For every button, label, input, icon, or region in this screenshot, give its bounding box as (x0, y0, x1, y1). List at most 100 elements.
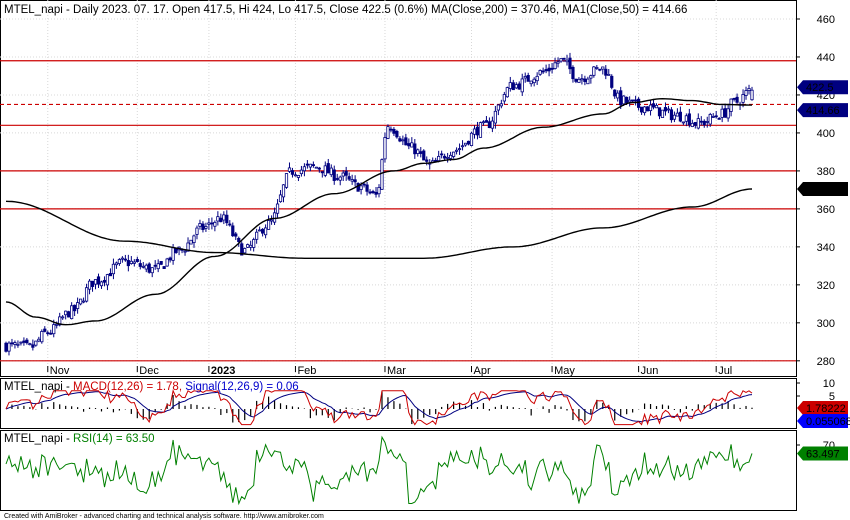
ma200-line (5, 188, 753, 259)
candle-body (52, 324, 56, 335)
candle-body (126, 260, 130, 267)
title-ma200: MA(Close,200) = 370.46, (431, 4, 562, 16)
candle-body (622, 95, 626, 105)
candle-body (102, 279, 107, 283)
candle-body (120, 257, 124, 260)
candle-body (240, 243, 244, 256)
candle-body (535, 75, 539, 82)
candle-body (213, 221, 217, 227)
candle-body (117, 259, 121, 264)
candle-body (425, 159, 429, 162)
candle-body (678, 111, 682, 122)
candle-body (562, 57, 566, 60)
candle-body (243, 248, 247, 254)
candle-body (61, 316, 65, 319)
candle-body (747, 88, 751, 91)
macd-badge-shape (797, 401, 848, 415)
candle-body (484, 120, 489, 123)
candle-body (225, 214, 229, 224)
ma50-line (5, 97, 752, 326)
candle-body (613, 89, 617, 97)
candle-body (505, 87, 509, 98)
candle-body (404, 137, 408, 146)
candle-body (90, 280, 95, 287)
candle-body (708, 113, 712, 125)
candle-body (183, 250, 187, 253)
x-tick-label: 2023 (211, 365, 235, 377)
candle-body (231, 225, 235, 237)
candle-body (284, 173, 289, 188)
candle-body (192, 235, 196, 243)
candle-body (496, 104, 500, 111)
candle-body (401, 139, 405, 142)
candle-body (105, 274, 110, 286)
candle-body (302, 166, 307, 172)
candle-body (195, 227, 199, 235)
candle-body (335, 178, 339, 180)
candle-body (368, 191, 372, 194)
candle-body (437, 155, 441, 162)
candle-body (481, 121, 486, 124)
candle-body (460, 145, 465, 148)
x-tick-label: Dec (139, 365, 159, 377)
candle-body (750, 89, 754, 101)
candle-body (583, 78, 587, 82)
candle-body (356, 182, 360, 192)
y-tick-label: 400 (817, 128, 835, 140)
x-tick-label: May (554, 365, 575, 377)
macd-title-prefix: MTEL_napi - (4, 381, 73, 393)
macd-badge: 1.78222 (797, 401, 848, 415)
candle-body (344, 170, 348, 176)
candle-body (186, 242, 190, 252)
candle-body (422, 150, 426, 161)
candle-body (207, 222, 211, 225)
candle-body (410, 142, 414, 148)
candle-body (726, 108, 730, 119)
candle-body (723, 108, 727, 118)
candle-body (261, 228, 265, 234)
candle-body (96, 276, 101, 285)
candle-body (735, 96, 739, 103)
signal-line (5, 391, 753, 423)
candle-body (28, 343, 32, 346)
candle-body (138, 263, 142, 267)
candle-body (589, 75, 593, 79)
candle-body (70, 305, 74, 320)
candle-body (269, 219, 274, 222)
candle-body (607, 73, 611, 76)
ma50-badge-shape (797, 103, 848, 118)
candle-body (514, 84, 518, 89)
candle-body (362, 183, 366, 186)
candle-body (449, 154, 453, 159)
candle-body (31, 344, 35, 348)
rsi-plot (5, 435, 753, 506)
candle-body (720, 108, 724, 118)
horizontal-levels (0, 60, 796, 362)
candle-body (487, 121, 492, 129)
candle-body (216, 216, 220, 222)
candle-body (392, 128, 396, 134)
candle-body (64, 310, 68, 316)
candle-body (201, 223, 205, 231)
candle-body (198, 223, 202, 227)
title-ohlc: - Daily 2023. 07. 17. Open 417.5, Hi 424… (63, 4, 431, 16)
candle-body (604, 68, 608, 76)
candle-body (580, 78, 584, 81)
candle-body (541, 70, 545, 73)
candle-body (451, 151, 456, 157)
candle-body (246, 244, 250, 248)
candle-body (296, 175, 301, 178)
candle-body (84, 287, 89, 302)
candle-body (16, 343, 20, 346)
candle-body (10, 342, 14, 345)
candle-body (255, 231, 259, 240)
candle-body (281, 184, 286, 198)
candle-body (610, 75, 614, 88)
macd-y-tick-label: 5 (829, 391, 835, 403)
candle-body (55, 323, 59, 326)
candle-body (693, 122, 697, 126)
candle-body (46, 332, 50, 335)
candle-body (129, 260, 133, 264)
